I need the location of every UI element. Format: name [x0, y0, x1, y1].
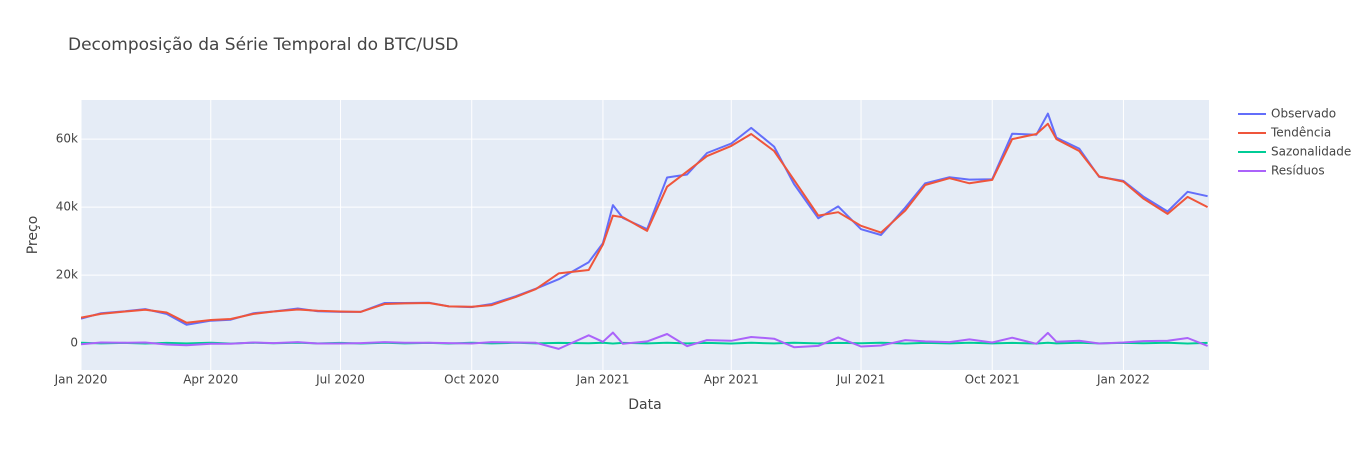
- y-axis-title: Preço: [25, 216, 41, 255]
- x-tick-label: Oct 2020: [444, 373, 499, 387]
- x-tick-label: Jan 2020: [54, 373, 108, 387]
- x-tick-label: Apr 2021: [704, 373, 759, 387]
- series-line: [81, 122, 1209, 324]
- x-tick-label: Jan 2022: [1096, 373, 1150, 387]
- legend-label: Resíduos: [1271, 164, 1325, 178]
- legend-label: Observado: [1271, 107, 1336, 121]
- chart-title: Decomposição da Série Temporal do BTC/US…: [68, 35, 458, 55]
- y-tick-label: 20k: [56, 268, 78, 282]
- x-tick-label: Oct 2021: [965, 373, 1020, 387]
- plot-area: [81, 100, 1209, 370]
- y-tick-label: 0: [70, 336, 78, 350]
- legend-label: Sazonalidade: [1271, 145, 1351, 159]
- series-line: [81, 331, 1208, 350]
- x-tick-label: Jan 2021: [576, 373, 630, 387]
- legend-label: Tendência: [1270, 126, 1331, 140]
- x-tick-label: Jul 2021: [836, 373, 886, 387]
- y-tick-label: 60k: [56, 132, 78, 146]
- y-tick-label: 40k: [56, 200, 78, 214]
- x-axis-title: Data: [628, 397, 661, 413]
- x-tick-label: Jul 2020: [315, 373, 365, 387]
- x-tick-label: Apr 2020: [183, 373, 238, 387]
